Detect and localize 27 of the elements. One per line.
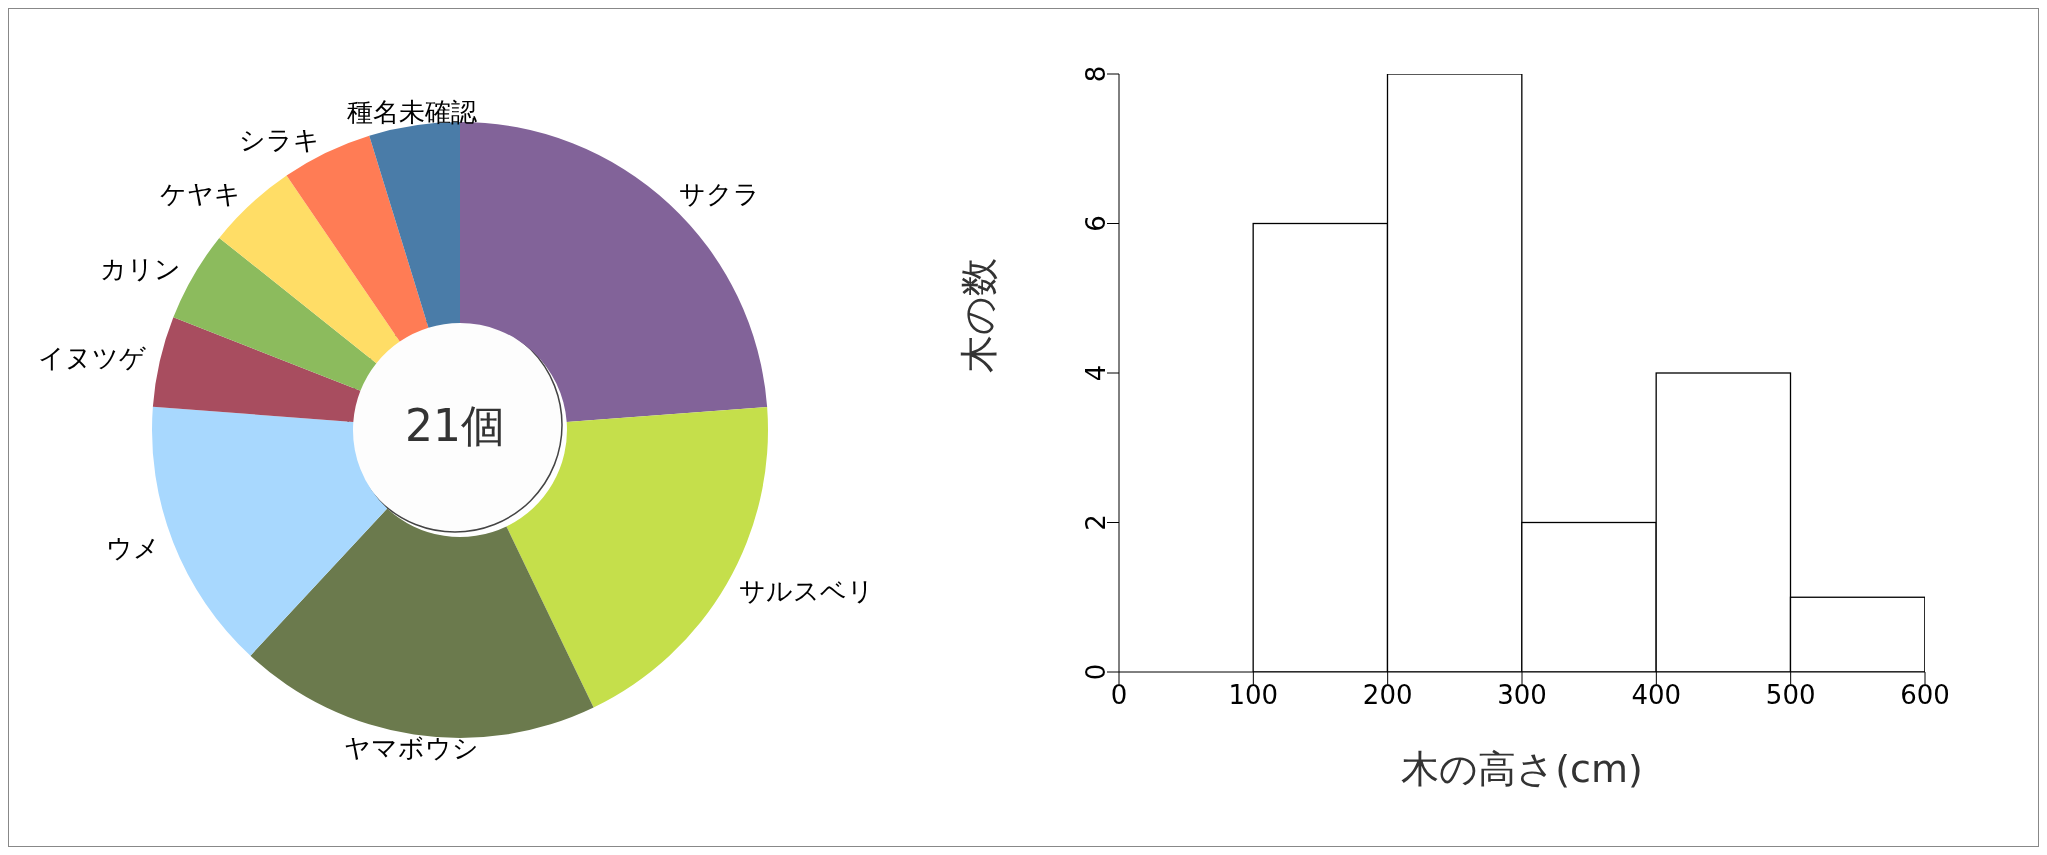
- donut-slice: [506, 406, 768, 708]
- x-tick-label: 400: [1631, 680, 1682, 711]
- slice-label: サクラ: [679, 178, 761, 209]
- x-tick-label: 500: [1765, 680, 1816, 711]
- text: 21個: [405, 399, 505, 451]
- x-axis-title: 木の高さ(cm): [1401, 747, 1643, 791]
- y-axis-title: 木の数: [957, 258, 1002, 373]
- donut-slice: [250, 508, 594, 738]
- donut-slice: [152, 406, 388, 656]
- y-tick-label: 8: [1081, 65, 1111, 83]
- slice-label: サルスベリ: [738, 576, 874, 607]
- slice-label: シラキ: [239, 124, 321, 155]
- slice-label: ケヤキ: [160, 178, 242, 209]
- y-tick-label: 0: [1081, 663, 1111, 681]
- slice-label: ヤマボウシ: [344, 733, 480, 764]
- donut-slice: [152, 317, 361, 422]
- slice-label: カリン: [100, 253, 182, 284]
- x-tick-label: 600: [1900, 680, 1950, 711]
- y-tick-label: 6: [1081, 215, 1111, 232]
- slice-label: ウメ: [106, 532, 161, 563]
- slice-label: イヌツゲ: [38, 343, 147, 374]
- x-tick-label: 200: [1362, 680, 1413, 711]
- y-tick-label: 4: [1081, 364, 1111, 382]
- y-tick-label: 2: [1081, 514, 1111, 531]
- x-tick-label: 100: [1228, 680, 1279, 711]
- x-tick-label: 300: [1497, 680, 1547, 711]
- slice-label: 種名未確認: [347, 96, 478, 127]
